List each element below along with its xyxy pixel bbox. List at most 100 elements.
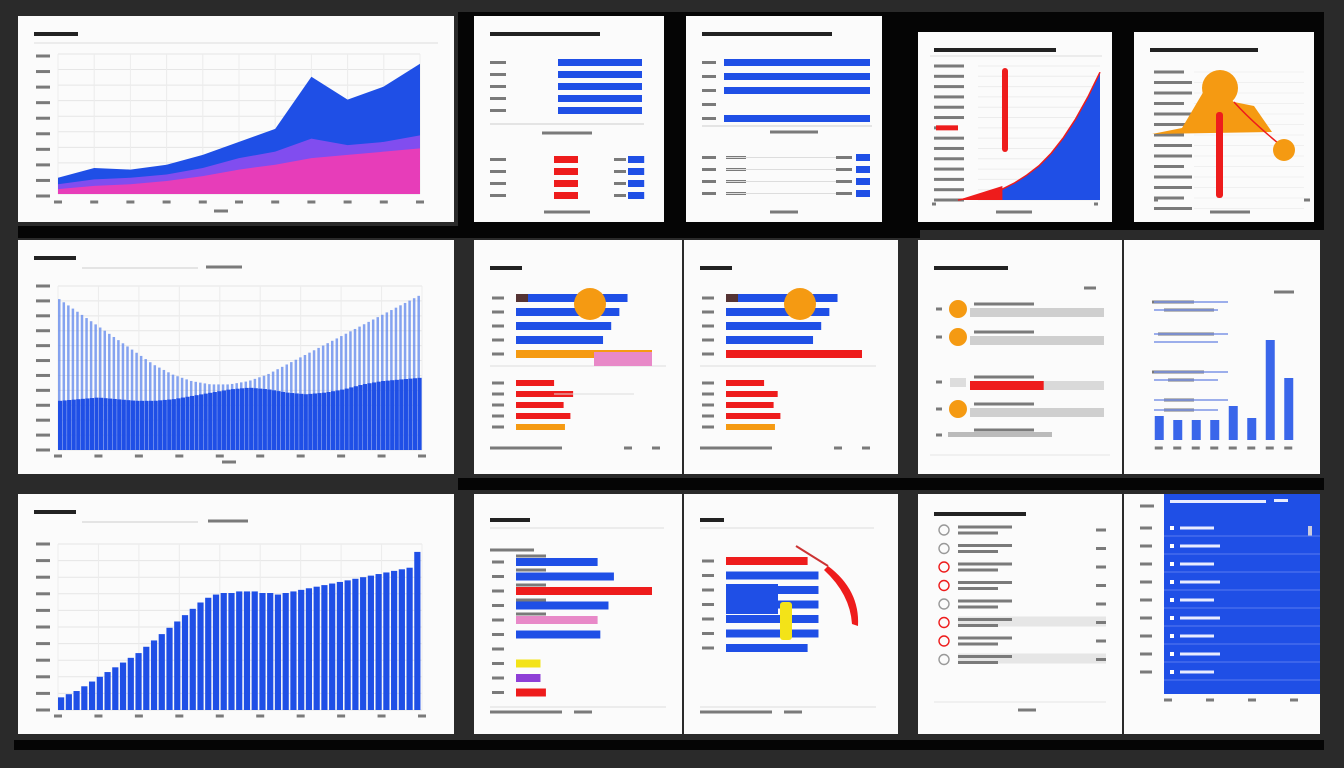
bar-dark — [171, 399, 176, 450]
bar — [558, 107, 642, 114]
bar — [516, 572, 614, 581]
bar-dark — [321, 392, 327, 450]
footer-label — [1206, 698, 1214, 702]
bar-dark — [135, 400, 140, 450]
y-tick-label — [36, 448, 50, 452]
bar — [516, 322, 612, 330]
list-index — [1170, 634, 1174, 638]
bar-dark — [208, 392, 213, 450]
x-tick-label — [296, 714, 305, 718]
axis-title — [770, 210, 798, 214]
bar — [290, 591, 297, 710]
chart-title-mark — [34, 256, 76, 260]
row-label — [958, 636, 1012, 640]
bar-light — [98, 327, 102, 450]
status-dot — [949, 300, 967, 318]
bar-light — [62, 302, 66, 450]
status-dot — [949, 400, 967, 418]
bar-label — [492, 425, 504, 429]
x-tick-label — [90, 200, 99, 204]
chart-title-mark — [490, 266, 522, 270]
bar-light — [67, 305, 70, 450]
bar-label — [492, 296, 504, 300]
bar — [516, 350, 652, 358]
row-label — [1154, 186, 1192, 189]
blue-list — [1140, 494, 1320, 702]
row-label — [958, 655, 1012, 658]
highlight-marker — [936, 125, 958, 131]
bar-dark — [176, 398, 181, 450]
footer-label — [1248, 698, 1256, 702]
area-chart — [34, 32, 438, 213]
bar-value — [836, 156, 852, 159]
bar-light — [126, 346, 129, 450]
y-tick-label — [36, 54, 50, 58]
bar-dark — [94, 397, 99, 450]
list-side-label — [1140, 598, 1152, 602]
x-tick-label — [126, 200, 135, 204]
bar-dark — [126, 400, 131, 450]
footer-label — [700, 710, 772, 714]
row-sublabel — [958, 605, 998, 609]
bar-label — [492, 338, 504, 342]
row-status-icon — [938, 542, 950, 555]
x-tick-label — [337, 454, 346, 458]
bar-dark — [285, 392, 290, 450]
bar-dark — [212, 392, 217, 450]
y-tick-label — [36, 418, 50, 422]
bar-light — [76, 311, 79, 450]
column-bar — [1228, 406, 1238, 440]
bar — [189, 608, 196, 710]
chart-title-mark — [1150, 48, 1258, 52]
large-marker — [1202, 70, 1238, 106]
bar-dark — [112, 398, 117, 450]
bar — [856, 178, 870, 185]
list-index — [1170, 526, 1174, 530]
x-tick-label — [379, 200, 388, 204]
bar — [516, 601, 609, 610]
bar-dark — [139, 400, 145, 450]
x-tick-label — [1247, 446, 1256, 450]
bar-light — [58, 299, 61, 450]
y-tick-label — [36, 642, 50, 646]
bar — [259, 593, 266, 710]
bar — [181, 615, 189, 710]
x-tick-label — [235, 200, 243, 204]
bar-dark — [103, 398, 108, 450]
bar-dark — [189, 395, 195, 450]
column-bar — [1210, 420, 1220, 440]
bar-light — [417, 295, 420, 450]
bar — [628, 156, 645, 163]
subtitle — [208, 519, 248, 523]
small-marker — [1273, 139, 1295, 161]
frame-band-row3 — [458, 478, 1324, 490]
bar — [329, 583, 336, 710]
bar — [516, 630, 601, 639]
line-chart — [1150, 48, 1310, 214]
row-value — [1096, 584, 1106, 587]
bar — [726, 402, 774, 408]
bar-dark — [276, 391, 281, 450]
bar-dark — [303, 394, 308, 450]
x-tick-label — [416, 200, 424, 204]
list-index — [1170, 598, 1174, 602]
x-tick-label — [215, 714, 224, 718]
row-sublabel — [958, 587, 998, 590]
footer-value — [862, 446, 870, 450]
y-tick-label — [36, 194, 50, 198]
bar-light — [390, 310, 393, 450]
x-tick-label — [1210, 446, 1219, 450]
bar-dark — [381, 380, 386, 450]
bar-label — [492, 662, 504, 665]
data-table — [934, 512, 1106, 712]
y-tick-label — [36, 625, 50, 629]
bar — [856, 190, 870, 197]
bar-dark — [349, 387, 354, 450]
y-tick-label — [36, 608, 50, 612]
x-tick-label — [337, 714, 346, 718]
row-value — [1096, 658, 1106, 661]
row-label — [974, 375, 1034, 379]
area-highlight — [958, 185, 1003, 200]
bar-label — [702, 403, 714, 407]
bar-dark — [130, 400, 135, 450]
